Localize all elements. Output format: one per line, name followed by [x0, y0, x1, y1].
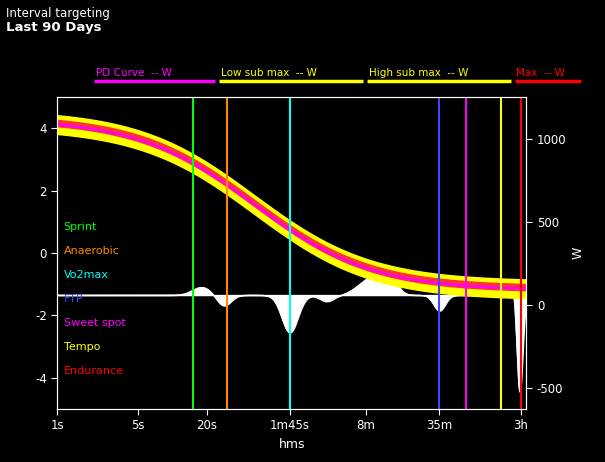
Text: Sprint: Sprint — [64, 222, 97, 232]
X-axis label: hms: hms — [279, 438, 305, 451]
Text: Low sub max  -- W: Low sub max -- W — [221, 67, 316, 78]
Text: Max  -- W: Max -- W — [516, 67, 565, 78]
Text: High sub max  -- W: High sub max -- W — [369, 67, 468, 78]
Text: Interval targeting: Interval targeting — [6, 7, 110, 20]
Text: Last 90 Days: Last 90 Days — [6, 21, 102, 34]
Text: FTP: FTP — [64, 294, 83, 304]
Text: Sweet spot: Sweet spot — [64, 318, 125, 328]
Y-axis label: W: W — [572, 247, 585, 259]
Text: Endurance: Endurance — [64, 366, 123, 376]
Text: PD Curve  -- W: PD Curve -- W — [96, 67, 171, 78]
Text: Vo2max: Vo2max — [64, 270, 108, 280]
Text: Anaerobic: Anaerobic — [64, 246, 119, 256]
Text: Tempo: Tempo — [64, 342, 100, 352]
